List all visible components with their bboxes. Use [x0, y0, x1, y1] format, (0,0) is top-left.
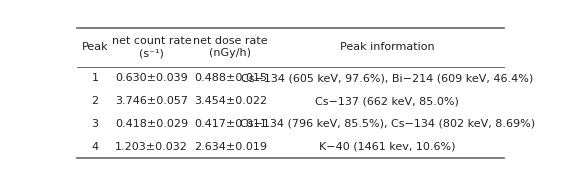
- Text: 0.630±0.039: 0.630±0.039: [115, 73, 188, 83]
- Text: net dose rate
(nGy/h): net dose rate (nGy/h): [193, 36, 268, 59]
- Text: Cs−137 (662 keV, 85.0%): Cs−137 (662 keV, 85.0%): [315, 96, 459, 106]
- Text: 0.488±0.015: 0.488±0.015: [194, 73, 267, 83]
- Text: Peak information: Peak information: [340, 42, 434, 52]
- Text: Cs−134 (796 keV, 85.5%), Cs−134 (802 keV, 8.69%): Cs−134 (796 keV, 85.5%), Cs−134 (802 keV…: [240, 119, 535, 129]
- Text: 3: 3: [92, 119, 98, 129]
- Text: 3.746±0.057: 3.746±0.057: [115, 96, 188, 106]
- Text: 1.203±0.032: 1.203±0.032: [115, 142, 188, 152]
- Text: 2.634±0.019: 2.634±0.019: [194, 142, 267, 152]
- Text: Peak: Peak: [81, 42, 108, 52]
- Text: Cs−134 (605 keV, 97.6%), Bi−214 (609 keV, 46.4%): Cs−134 (605 keV, 97.6%), Bi−214 (609 keV…: [241, 73, 533, 83]
- Text: 0.417±0.011: 0.417±0.011: [194, 119, 267, 129]
- Text: net count rate
(s⁻¹): net count rate (s⁻¹): [112, 36, 191, 59]
- Text: 2: 2: [92, 96, 98, 106]
- Text: K−40 (1461 kev, 10.6%): K−40 (1461 kev, 10.6%): [319, 142, 456, 152]
- Text: 1: 1: [92, 73, 98, 83]
- Text: 3.454±0.022: 3.454±0.022: [194, 96, 267, 106]
- Text: 0.418±0.029: 0.418±0.029: [115, 119, 188, 129]
- Text: 4: 4: [92, 142, 98, 152]
